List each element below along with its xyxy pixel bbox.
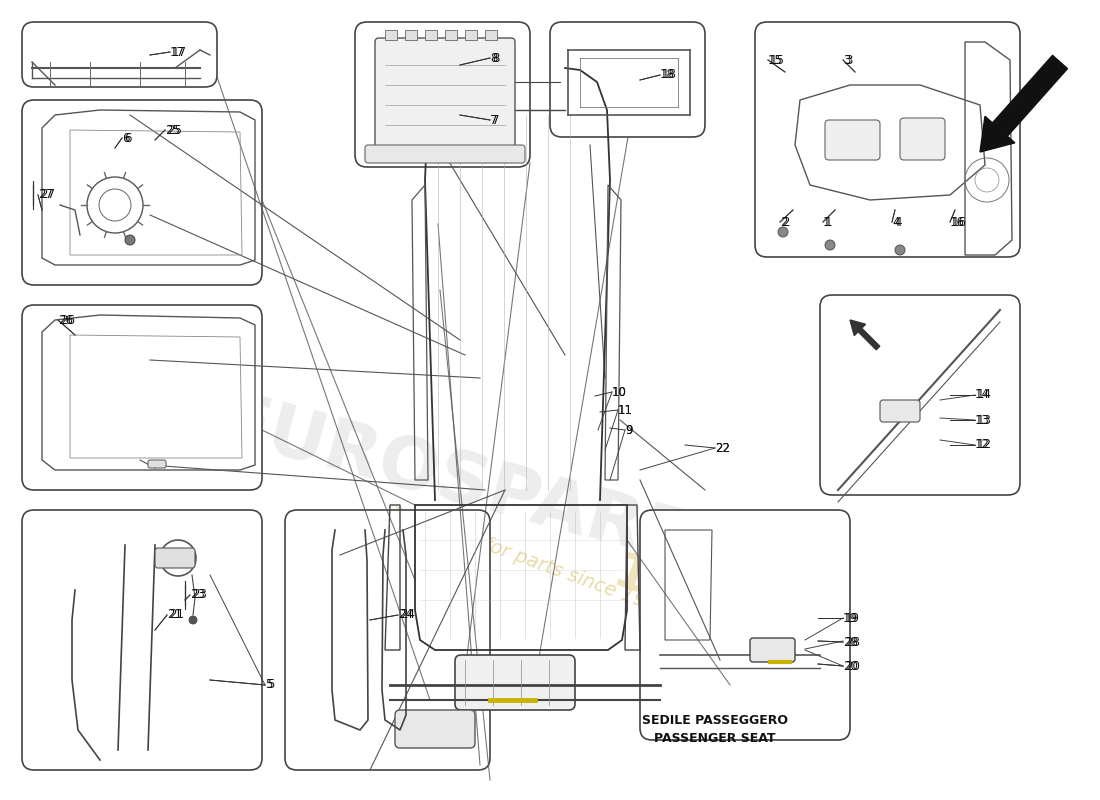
Text: 17: 17 bbox=[170, 46, 185, 58]
FancyBboxPatch shape bbox=[425, 30, 437, 40]
Text: 3: 3 bbox=[845, 54, 853, 66]
Text: 11: 11 bbox=[618, 403, 632, 417]
Text: 26: 26 bbox=[58, 314, 73, 326]
Text: PASSENGER SEAT: PASSENGER SEAT bbox=[654, 731, 776, 745]
Text: 16: 16 bbox=[950, 215, 965, 229]
FancyBboxPatch shape bbox=[485, 30, 497, 40]
Text: 14: 14 bbox=[977, 389, 992, 402]
Text: 22: 22 bbox=[715, 442, 730, 454]
Text: 10: 10 bbox=[612, 386, 627, 398]
FancyBboxPatch shape bbox=[395, 710, 475, 748]
Text: 28: 28 bbox=[845, 635, 860, 649]
Circle shape bbox=[189, 616, 197, 624]
FancyBboxPatch shape bbox=[880, 400, 920, 422]
Text: 2: 2 bbox=[780, 215, 788, 229]
Text: 1985: 1985 bbox=[606, 549, 754, 642]
FancyBboxPatch shape bbox=[550, 22, 705, 137]
Circle shape bbox=[170, 550, 186, 566]
FancyBboxPatch shape bbox=[405, 30, 417, 40]
Text: 13: 13 bbox=[977, 414, 992, 426]
Text: a passion for parts since 1985: a passion for parts since 1985 bbox=[388, 501, 672, 619]
Text: 21: 21 bbox=[169, 609, 184, 622]
Text: 1: 1 bbox=[823, 215, 830, 229]
Text: 5: 5 bbox=[265, 678, 273, 691]
Text: 25: 25 bbox=[165, 123, 180, 137]
Text: 7: 7 bbox=[492, 114, 499, 126]
FancyBboxPatch shape bbox=[465, 30, 477, 40]
Text: 12: 12 bbox=[975, 438, 990, 451]
Text: 24: 24 bbox=[398, 609, 412, 622]
Text: 21: 21 bbox=[167, 609, 182, 622]
Text: 10: 10 bbox=[612, 386, 627, 398]
Text: 6: 6 bbox=[122, 131, 130, 145]
FancyBboxPatch shape bbox=[385, 30, 397, 40]
FancyArrow shape bbox=[850, 320, 880, 350]
Text: 3: 3 bbox=[843, 54, 850, 66]
Text: 15: 15 bbox=[768, 54, 783, 66]
FancyBboxPatch shape bbox=[22, 22, 217, 87]
Text: EUROSPARES: EUROSPARES bbox=[212, 387, 748, 593]
Text: 5: 5 bbox=[267, 678, 274, 691]
Text: 9: 9 bbox=[625, 423, 632, 437]
Text: 14: 14 bbox=[975, 389, 990, 402]
Text: 19: 19 bbox=[843, 611, 858, 625]
Text: 4: 4 bbox=[892, 215, 900, 229]
FancyBboxPatch shape bbox=[446, 30, 456, 40]
Text: 7: 7 bbox=[490, 114, 497, 126]
Text: 2: 2 bbox=[782, 215, 790, 229]
Text: 27: 27 bbox=[39, 189, 53, 202]
Text: 17: 17 bbox=[172, 46, 187, 58]
Text: 20: 20 bbox=[843, 659, 858, 673]
FancyBboxPatch shape bbox=[148, 460, 166, 468]
Circle shape bbox=[895, 245, 905, 255]
FancyBboxPatch shape bbox=[820, 295, 1020, 495]
Text: 11: 11 bbox=[618, 403, 632, 417]
FancyBboxPatch shape bbox=[22, 100, 262, 285]
Text: SEDILE PASSEGGERO: SEDILE PASSEGGERO bbox=[642, 714, 788, 726]
Text: 23: 23 bbox=[192, 589, 207, 602]
FancyBboxPatch shape bbox=[750, 638, 795, 662]
Text: 26: 26 bbox=[60, 314, 75, 326]
FancyBboxPatch shape bbox=[285, 510, 490, 770]
FancyBboxPatch shape bbox=[22, 305, 262, 490]
Text: 4: 4 bbox=[894, 215, 902, 229]
Text: 8: 8 bbox=[490, 51, 497, 65]
Text: 22: 22 bbox=[715, 442, 730, 454]
Text: 24: 24 bbox=[400, 609, 415, 622]
Text: 12: 12 bbox=[977, 438, 992, 451]
FancyBboxPatch shape bbox=[365, 145, 525, 163]
FancyBboxPatch shape bbox=[640, 510, 850, 740]
FancyBboxPatch shape bbox=[825, 120, 880, 160]
Circle shape bbox=[825, 240, 835, 250]
FancyBboxPatch shape bbox=[155, 548, 195, 568]
Text: 18: 18 bbox=[660, 69, 675, 82]
FancyBboxPatch shape bbox=[355, 22, 530, 167]
FancyArrow shape bbox=[980, 55, 1067, 152]
FancyBboxPatch shape bbox=[755, 22, 1020, 257]
FancyBboxPatch shape bbox=[455, 655, 575, 710]
Circle shape bbox=[778, 227, 788, 237]
Text: 19: 19 bbox=[845, 611, 860, 625]
Text: 20: 20 bbox=[845, 659, 860, 673]
Text: 6: 6 bbox=[124, 131, 132, 145]
Text: 27: 27 bbox=[40, 189, 55, 202]
Text: 25: 25 bbox=[167, 123, 182, 137]
Text: 1: 1 bbox=[825, 215, 833, 229]
Text: 18: 18 bbox=[662, 69, 676, 82]
Text: 23: 23 bbox=[190, 589, 205, 602]
FancyBboxPatch shape bbox=[22, 510, 262, 770]
Text: 13: 13 bbox=[975, 414, 990, 426]
FancyBboxPatch shape bbox=[375, 38, 515, 153]
Circle shape bbox=[125, 235, 135, 245]
Text: 28: 28 bbox=[843, 635, 858, 649]
Text: 9: 9 bbox=[625, 423, 632, 437]
Text: 15: 15 bbox=[770, 54, 785, 66]
Text: 8: 8 bbox=[492, 51, 499, 65]
Text: 16: 16 bbox=[952, 215, 967, 229]
FancyBboxPatch shape bbox=[900, 118, 945, 160]
